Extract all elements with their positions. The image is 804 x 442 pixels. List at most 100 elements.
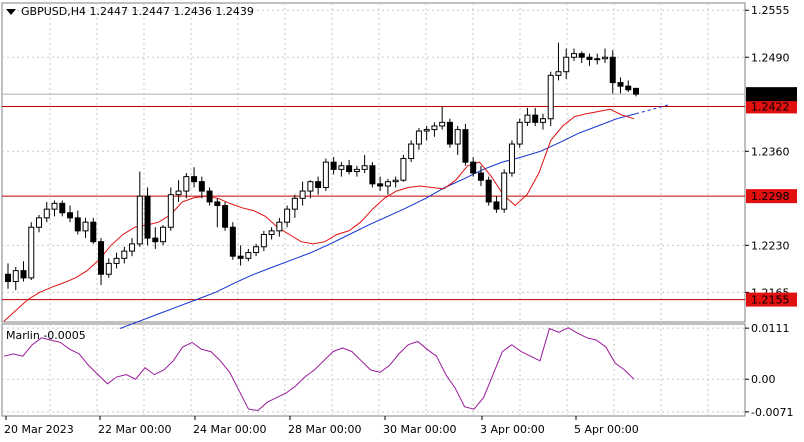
time-tick-label: 30 Mar 00:00 <box>383 423 456 436</box>
candle-body <box>268 230 275 235</box>
level-label: 1.2155 <box>751 294 790 307</box>
candle-body <box>346 165 353 173</box>
level-label-bg <box>746 189 797 204</box>
time-tick-label: 5 Apr 00:00 <box>574 423 639 436</box>
oscillator-tick-label: -0.0071 <box>751 406 793 419</box>
candle-body <box>136 195 143 245</box>
slow-ma-line <box>119 113 637 329</box>
candle-body <box>501 172 508 210</box>
candle-body <box>338 165 345 170</box>
candle-body <box>291 197 298 210</box>
candle-body <box>446 121 453 145</box>
candle-body <box>59 202 66 214</box>
candle-body <box>129 243 136 252</box>
candle-body <box>144 195 151 239</box>
candle-body <box>5 273 11 282</box>
candle-body <box>245 252 252 259</box>
candle-body <box>462 129 469 163</box>
candle-body <box>570 53 577 58</box>
candle-body <box>601 56 608 60</box>
candle-body <box>222 205 229 228</box>
candle-body <box>82 221 89 232</box>
price-tick-label: 1.2230 <box>751 239 790 252</box>
candle-body <box>198 181 205 192</box>
level-label-bg <box>746 292 797 307</box>
candle-body <box>214 201 221 207</box>
candle-body <box>586 56 593 60</box>
fast-ma-line <box>3 108 635 322</box>
candle-body <box>253 246 260 254</box>
candlesticks <box>5 42 639 291</box>
slow-moving-average <box>119 104 669 329</box>
candle-body <box>578 53 585 58</box>
candle-body <box>121 250 128 259</box>
candle-body <box>563 56 570 73</box>
candle-body <box>353 168 360 173</box>
candle-body <box>175 190 182 196</box>
triangle-down-icon[interactable] <box>6 9 16 15</box>
candle-body <box>594 58 601 61</box>
candle-body <box>276 221 283 232</box>
candle-body <box>400 158 407 181</box>
last-price-label-bg <box>746 87 797 102</box>
candle-body <box>113 257 120 264</box>
candle-body <box>284 208 291 223</box>
fast-moving-average <box>3 108 635 322</box>
candle-body <box>423 129 430 132</box>
candle-body <box>322 161 329 188</box>
candle-body <box>361 165 368 170</box>
candle-body <box>43 208 50 219</box>
candle-body <box>160 226 167 243</box>
candle-body <box>516 121 523 145</box>
candle-body <box>470 161 477 174</box>
grid <box>2 3 745 416</box>
time-axis: 20 Mar 2023 22 Mar 00:00 24 Mar 00:00 28 Ma… <box>4 416 639 436</box>
candle-body <box>260 233 267 248</box>
candle-body <box>299 190 306 199</box>
level-labels: 1.2422 1.2298 1.2155 1.2439 <box>746 87 797 307</box>
time-tick-label: 28 Mar 00:00 <box>288 423 361 436</box>
last-price-label: 1.2439 <box>751 88 790 101</box>
candle-body <box>625 85 632 91</box>
level-label: 1.2298 <box>751 190 790 203</box>
candle-body <box>609 56 616 84</box>
candle-body <box>617 82 624 87</box>
candle-body <box>431 125 438 131</box>
candle-body <box>36 217 43 228</box>
candle-body <box>508 143 515 174</box>
candle-body <box>51 202 58 210</box>
candle-body <box>369 165 376 185</box>
candle-body <box>152 237 159 243</box>
candle-body <box>105 262 112 275</box>
candle-body <box>20 270 27 279</box>
level-label: 1.2422 <box>751 100 790 113</box>
candle-body <box>477 172 484 181</box>
candle-body <box>90 221 97 243</box>
candle-body <box>206 190 213 203</box>
candle-body <box>493 201 500 210</box>
price-tick-label: 1.2360 <box>751 145 790 158</box>
candle-body <box>415 130 422 145</box>
time-tick-label: 22 Mar 00:00 <box>98 423 171 436</box>
oscillator-label: Marlin -0.0005 <box>6 329 86 342</box>
candle-body <box>28 226 35 279</box>
candle-body <box>485 179 492 203</box>
candle-body <box>237 255 244 259</box>
oscillator-line <box>3 327 635 412</box>
candle-body <box>330 161 337 170</box>
candle-body <box>67 212 74 219</box>
candle-body <box>377 183 384 187</box>
candle-body <box>454 129 461 145</box>
candle-body <box>191 176 198 183</box>
level-label-bg <box>746 99 797 114</box>
oscillator-tick-label: 0.0111 <box>751 322 790 335</box>
candle-body <box>183 176 190 192</box>
time-tick-label: 24 Mar 00:00 <box>193 423 266 436</box>
marlin-oscillator <box>3 327 635 412</box>
main-panel-frame <box>1 2 746 323</box>
candle-body <box>439 121 446 127</box>
candle-body <box>12 270 19 282</box>
price-tick-label: 1.2555 <box>751 4 790 17</box>
